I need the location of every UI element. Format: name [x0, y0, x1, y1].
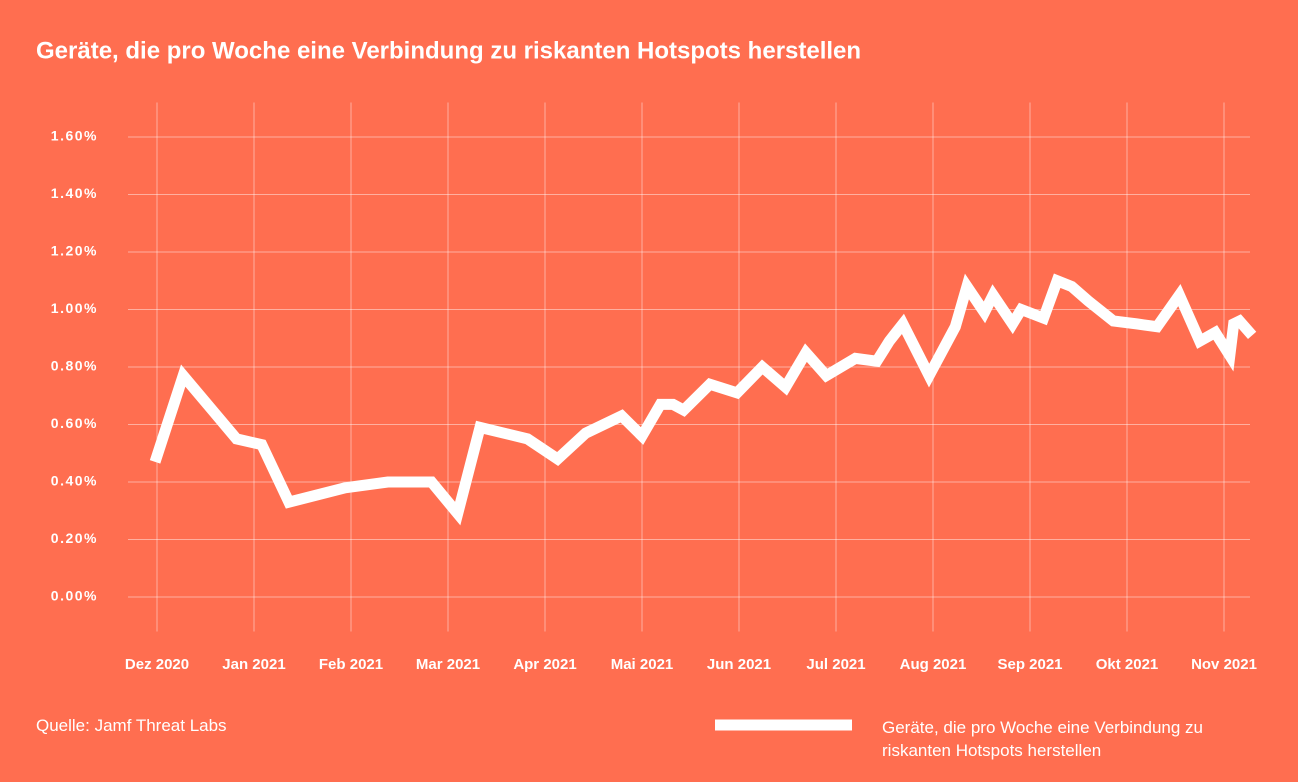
x-tick-label: Jun 2021 — [707, 656, 771, 673]
x-tick-label: Mai 2021 — [611, 656, 674, 673]
y-tick-label: 0.20% — [51, 530, 98, 546]
y-tick-label: 0.60% — [51, 415, 98, 431]
y-tick-label: 1.40% — [51, 185, 98, 201]
x-tick-label: Jul 2021 — [806, 656, 865, 673]
y-tick-label: 0.80% — [51, 358, 98, 374]
x-tick-label: Mar 2021 — [416, 656, 480, 673]
y-tick-label: 1.60% — [51, 128, 98, 144]
y-tick-label: 0.00% — [51, 588, 98, 604]
x-tick-label: Aug 2021 — [900, 656, 967, 673]
y-tick-label: 1.00% — [51, 300, 98, 316]
x-tick-label: Okt 2021 — [1096, 656, 1159, 673]
source: Quelle: Jamf Threat Labs — [36, 716, 227, 735]
x-tick-label: Nov 2021 — [1191, 656, 1257, 673]
x-tick-label: Feb 2021 — [319, 656, 383, 673]
x-tick-label: Sep 2021 — [997, 656, 1062, 673]
x-tick-label: Dez 2020 — [125, 656, 189, 673]
chart-title: Geräte, die pro Woche eine Verbindung zu… — [36, 37, 861, 64]
data-line — [149, 273, 1257, 526]
y-tick-label: 0.40% — [51, 473, 98, 489]
x-tick-label: Jan 2021 — [222, 656, 285, 673]
legend-label: Geräte, die pro Woche eine Verbindung zu… — [882, 718, 1204, 760]
x-tick-label: Apr 2021 — [513, 656, 576, 673]
y-tick-label: 1.20% — [51, 243, 98, 259]
